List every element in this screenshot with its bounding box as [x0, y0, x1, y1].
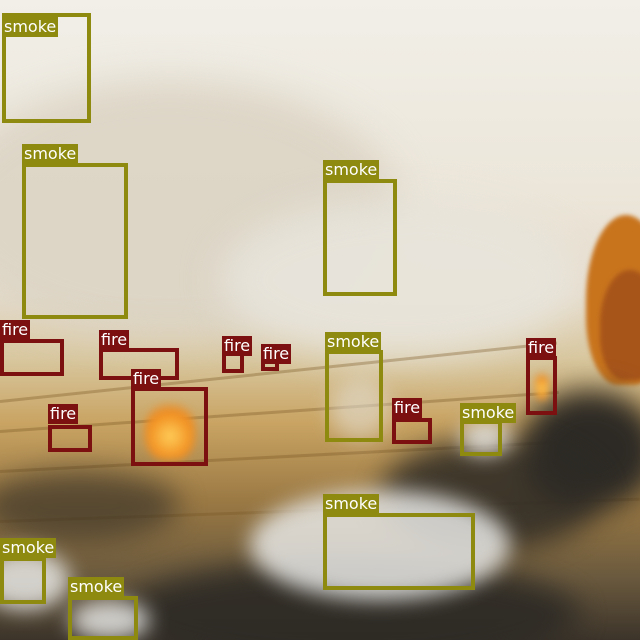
detection-label: smoke — [68, 577, 125, 597]
smoke-bounding-box — [323, 513, 475, 590]
smoke-bounding-box — [0, 557, 46, 604]
fire-bounding-box — [526, 356, 557, 415]
detection-label: fire — [99, 330, 130, 350]
fire-bounding-box — [392, 418, 432, 444]
smoke-bounding-box — [2, 13, 91, 123]
flame — [145, 400, 195, 460]
fire-bounding-box — [0, 339, 64, 376]
fire-bounding-box — [48, 425, 92, 452]
detection-label: smoke — [323, 494, 380, 514]
smoke-bounding-box — [323, 179, 397, 296]
detection-label: fire — [261, 344, 292, 364]
detection-label: smoke — [22, 144, 79, 164]
detection-label: smoke — [2, 17, 59, 37]
detection-label: smoke — [323, 160, 380, 180]
detection-label: fire — [392, 398, 423, 418]
smoke-bounding-box — [325, 350, 383, 442]
detection-label: smoke — [0, 538, 57, 558]
flame — [535, 370, 549, 400]
detection-label: fire — [0, 320, 31, 340]
detection-label: fire — [48, 404, 79, 424]
smoke-bounding-box — [22, 163, 128, 319]
detection-label: smoke — [325, 332, 382, 352]
detection-label: fire — [526, 338, 557, 358]
smoke-bounding-box — [460, 420, 502, 456]
smoke-haze — [220, 200, 580, 360]
detection-label: fire — [222, 336, 253, 356]
detection-label: fire — [131, 369, 162, 389]
detection-label: smoke — [460, 403, 517, 423]
burnt-ground — [0, 470, 180, 540]
smoke-plume — [250, 490, 510, 600]
smoke-bounding-box — [68, 596, 138, 640]
fire-bounding-box — [131, 387, 208, 466]
tree-line — [600, 270, 640, 380]
